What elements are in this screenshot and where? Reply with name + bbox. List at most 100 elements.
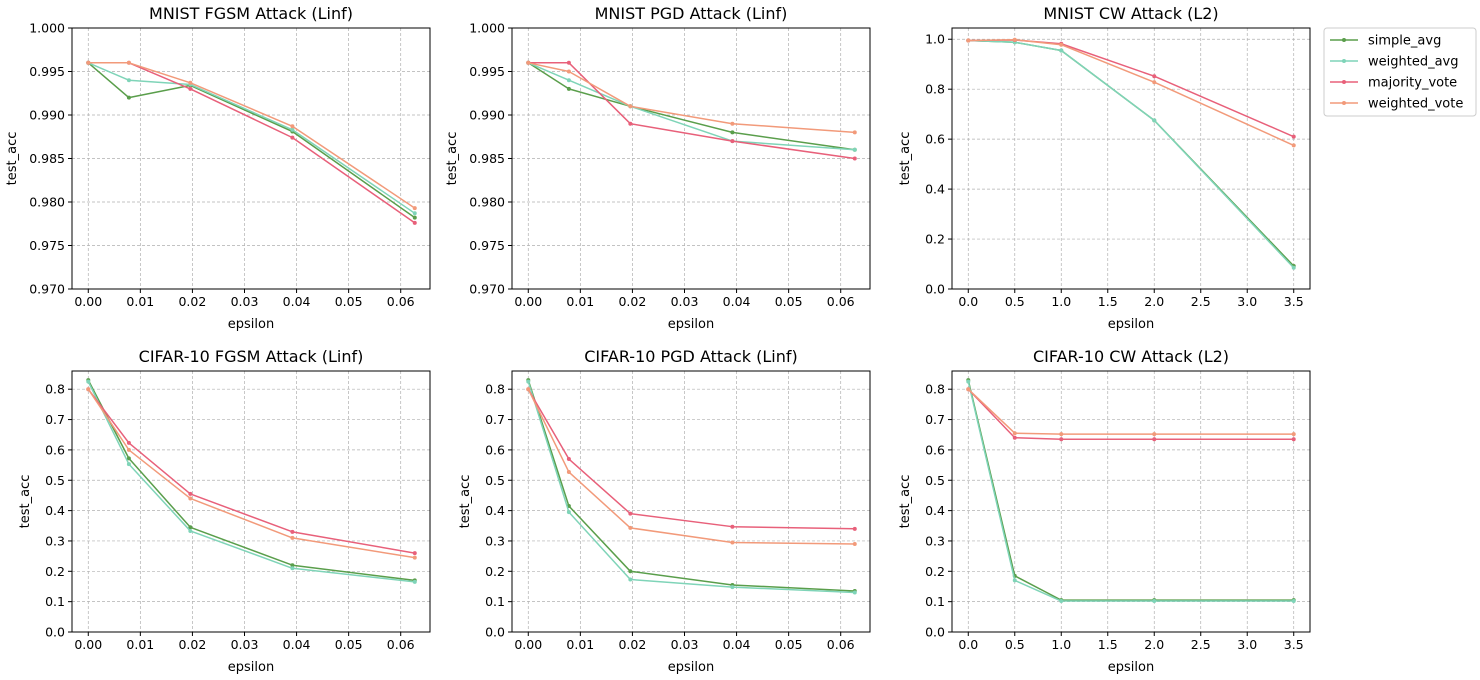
x-tick-label: 3.0 [1237,637,1257,652]
data-point-weighted_vote [86,60,91,65]
legend-label-weighted_avg: weighted_avg [1368,55,1459,70]
x-tick-label: 1.5 [1098,637,1118,652]
x-tick-label: 3.5 [1284,637,1304,652]
data-point-simple_avg [628,569,633,574]
x-tick-label: 0.02 [618,294,646,309]
y-axis-label: test_acc [458,475,473,529]
data-point-majority_vote [1059,437,1064,442]
y-tick-label: 0.8 [45,382,65,397]
y-tick-label: 0.7 [925,412,945,427]
x-tick-label: 0.5 [1005,294,1025,309]
x-tick-label: 0.02 [178,637,206,652]
series-line-simple_avg [968,39,1295,267]
x-tick-label: 0.03 [231,294,259,309]
data-point-weighted_vote [412,206,417,211]
data-point-weighted_vote [1291,143,1296,148]
data-point-weighted_avg [1291,265,1296,270]
data-point-weighted_vote [412,555,417,560]
subplot-title: MNIST CW Attack (L2) [1043,4,1218,23]
data-point-weighted_avg [1059,599,1064,604]
data-point-weighted_vote [966,38,971,43]
y-tick-label: 0.7 [485,412,505,427]
x-tick-label: 0.00 [74,294,102,309]
x-tick-label: 0.05 [775,637,803,652]
subplot-title: MNIST PGD Attack (Linf) [595,4,788,23]
x-tick-label: 3.5 [1284,294,1304,309]
y-tick-label: 0.5 [925,473,945,488]
y-tick-label: 1.000 [29,21,65,36]
data-point-weighted_vote [126,447,131,452]
y-tick-label: 0.6 [485,442,505,457]
data-point-majority_vote [628,511,633,516]
data-point-weighted_vote [628,104,633,109]
x-tick-label: 1.0 [1051,294,1071,309]
y-tick-label: 0.995 [29,64,65,79]
series-line-simple_avg [87,62,416,219]
y-tick-label: 0.980 [29,195,65,210]
data-point-weighted_vote [188,80,193,85]
data-point-weighted_avg [852,590,857,595]
data-point-weighted_avg [1012,578,1017,583]
data-point-majority_vote [628,121,633,126]
x-tick-label: 0.04 [723,294,751,309]
legend-marker-majority_vote [1342,80,1346,84]
legend: simple_avg weighted_avg majority_voteweigh… [1323,27,1477,117]
data-point-majority_vote [852,526,857,531]
x-tick-label: 0.06 [827,294,855,309]
y-tick-label: 0.8 [925,382,945,397]
data-point-weighted_avg [86,379,91,384]
x-tick-label: 0.03 [231,637,259,652]
legend-label-weighted_vote: weighted_vote [1368,97,1463,112]
x-tick-label: 2.5 [1191,294,1211,309]
data-point-majority_vote [1291,134,1296,139]
data-point-weighted_avg [290,127,295,132]
data-point-weighted_avg [1291,599,1296,604]
x-axis-label: epsilon [668,660,714,675]
y-tick-label: 0.970 [29,282,65,297]
y-tick-label: 0.1 [485,594,505,609]
axes-frame [951,27,1311,290]
y-axis-label: test_acc [18,475,33,529]
x-tick-label: 0.5 [1005,637,1025,652]
y-tick-label: 0.1 [45,594,65,609]
subplot-2: 0.00 0.01 0.02 0.03 0.04 0.05 0.06 0.970 0.975 0.… [445,4,871,332]
y-tick-label: 0.6 [925,132,945,147]
data-point-weighted_vote [1012,37,1017,42]
y-tick-label: 0.6 [925,442,945,457]
data-point-weighted_vote [966,387,971,392]
data-point-weighted_vote [566,69,571,74]
x-tick-label: 2.0 [1144,637,1164,652]
x-tick-label: 2.0 [1144,294,1164,309]
x-tick-label: 0.03 [671,637,699,652]
x-tick-label: 0.06 [387,637,415,652]
y-tick-label: 0.2 [925,232,945,247]
y-tick-label: 0.990 [469,108,505,123]
y-tick-label: 0.0 [45,625,65,640]
series-line-weighted_vote [968,38,1295,147]
x-tick-label: 0.0 [958,637,978,652]
x-tick-label: 0.05 [335,294,363,309]
data-point-weighted_vote [852,541,857,546]
x-axis-label: epsilon [1108,317,1154,332]
y-axis-label: test_acc [898,132,913,186]
y-tick-label: 0.985 [469,151,505,166]
data-point-majority_vote [730,139,735,144]
y-tick-label: 0.3 [925,533,945,548]
legend-label-simple_avg: simple_avg [1368,34,1441,49]
data-point-simple_avg [126,95,131,100]
subplot-4: 0.00 0.01 0.02 0.03 0.04 0.05 0.06 0.0 0.1 0.2 0.3… [18,347,431,675]
axes-frame [951,370,1311,633]
subplot-5: 0.00 0.01 0.02 0.03 0.04 0.05 0.06 0.0 0.1 0.2 0.3… [458,347,871,675]
data-point-weighted_avg [1059,48,1064,53]
y-tick-label: 0.5 [485,473,505,488]
legend-box [1323,27,1477,117]
data-point-weighted_avg [566,510,571,515]
data-point-weighted_vote [852,130,857,135]
x-tick-label: 3.0 [1237,294,1257,309]
legend-marker-weighted_avg [1342,59,1346,63]
x-tick-label: 0.01 [126,294,154,309]
y-tick-label: 0.975 [29,238,65,253]
series-line-simple_avg [967,379,1294,601]
data-point-weighted_avg [730,585,735,590]
